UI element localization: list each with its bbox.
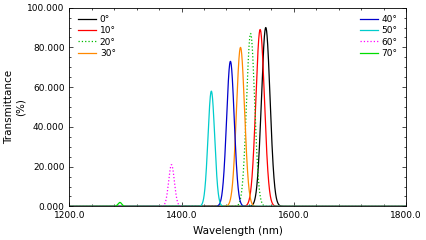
60° <box>218 205 223 208</box>
0° <box>401 205 406 208</box>
Y-axis label: Transmittance
(%): Transmittance (%) <box>4 70 26 144</box>
30° <box>149 205 154 208</box>
20° <box>403 205 409 208</box>
20° <box>149 205 154 208</box>
10° <box>145 205 150 208</box>
20° <box>401 205 406 208</box>
10° <box>403 205 409 208</box>
70° <box>218 205 223 208</box>
10° <box>149 205 154 208</box>
70° <box>403 205 409 208</box>
60° <box>194 205 199 208</box>
30° <box>67 205 72 208</box>
50° <box>209 90 214 93</box>
30° <box>194 205 199 208</box>
Line: 70°: 70° <box>69 203 406 206</box>
60° <box>401 205 406 208</box>
30° <box>238 46 243 49</box>
Line: 60°: 60° <box>69 165 406 206</box>
Line: 0°: 0° <box>69 28 406 206</box>
0° <box>194 205 199 208</box>
60° <box>169 163 174 166</box>
0° <box>149 205 154 208</box>
60° <box>149 205 154 208</box>
50° <box>149 205 154 208</box>
0° <box>218 205 223 208</box>
10° <box>147 205 152 208</box>
70° <box>191 205 196 208</box>
20° <box>147 205 152 208</box>
40° <box>67 205 72 208</box>
60° <box>147 205 152 208</box>
50° <box>401 205 406 208</box>
10° <box>194 205 199 208</box>
30° <box>218 205 223 208</box>
10° <box>258 28 263 31</box>
60° <box>403 205 409 208</box>
X-axis label: Wavelength (nm): Wavelength (nm) <box>193 226 282 236</box>
0° <box>145 205 150 208</box>
50° <box>218 202 223 205</box>
20° <box>218 205 223 208</box>
60° <box>279 205 285 208</box>
70° <box>145 205 150 208</box>
50° <box>194 205 199 208</box>
60° <box>67 205 72 208</box>
40° <box>194 205 199 208</box>
30° <box>401 205 406 208</box>
70° <box>401 205 406 208</box>
70° <box>147 205 152 208</box>
40° <box>403 205 409 208</box>
30° <box>145 205 150 208</box>
40° <box>149 205 154 208</box>
40° <box>218 201 223 204</box>
0° <box>403 205 409 208</box>
70° <box>117 201 122 204</box>
70° <box>67 205 72 208</box>
70° <box>194 205 199 208</box>
Legend: 40°, 50°, 60°, 70°: 40°, 50°, 60°, 70° <box>359 14 398 59</box>
20° <box>248 32 253 35</box>
40° <box>401 205 406 208</box>
30° <box>147 205 152 208</box>
50° <box>145 205 150 208</box>
10° <box>218 205 223 208</box>
20° <box>145 205 150 208</box>
50° <box>147 205 152 208</box>
40° <box>228 60 233 63</box>
70° <box>149 205 154 208</box>
Line: 10°: 10° <box>69 30 406 206</box>
50° <box>67 205 72 208</box>
Line: 20°: 20° <box>69 34 406 206</box>
50° <box>403 205 409 208</box>
20° <box>194 205 199 208</box>
40° <box>145 205 150 208</box>
Line: 40°: 40° <box>69 61 406 206</box>
20° <box>67 205 72 208</box>
10° <box>401 205 406 208</box>
0° <box>147 205 152 208</box>
Line: 50°: 50° <box>69 91 406 206</box>
60° <box>145 205 150 208</box>
10° <box>67 205 72 208</box>
40° <box>147 205 152 208</box>
0° <box>263 26 268 29</box>
0° <box>67 205 72 208</box>
30° <box>403 205 409 208</box>
Line: 30°: 30° <box>69 48 406 206</box>
